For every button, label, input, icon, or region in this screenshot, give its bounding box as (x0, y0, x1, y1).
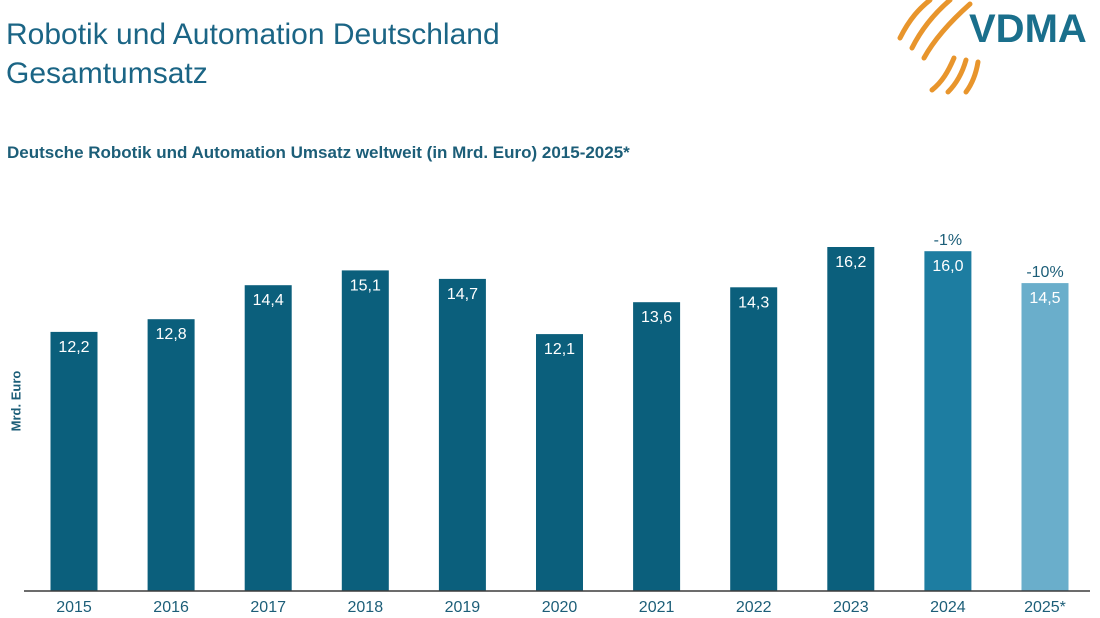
value-label-2019: 14,7 (447, 286, 478, 303)
tick-label-2023: 2023 (833, 599, 869, 616)
bar-2021 (633, 302, 681, 591)
value-label-2025: 14,5 (1029, 290, 1060, 307)
logo-text: VDMA (969, 7, 1087, 51)
bar-2015 (50, 331, 98, 591)
bar-2019 (438, 278, 486, 591)
value-label-2020: 12,1 (544, 341, 575, 358)
bar-2025 (1021, 283, 1069, 591)
value-label-2024: 16,0 (932, 258, 963, 275)
value-label-2015: 12,2 (58, 339, 89, 356)
tick-label-2019: 2019 (445, 599, 481, 616)
value-label-2021: 13,6 (641, 309, 672, 326)
annotation-2025: -10% (1026, 264, 1063, 281)
logo-swoosh-icon (897, 0, 981, 95)
tick-label-2017: 2017 (250, 599, 286, 616)
tick-label-2025: 2025* (1024, 599, 1066, 616)
tick-label-2024: 2024 (930, 599, 966, 616)
slide-title-line-1: Robotik und Automation Deutschland (6, 18, 500, 51)
tick-label-2018: 2018 (348, 599, 384, 616)
bar-2024 (924, 251, 972, 591)
bar-2023 (827, 247, 875, 591)
tick-label-2022: 2022 (736, 599, 772, 616)
bar-2020 (536, 334, 583, 591)
slide-title-line-2: Gesamtumsatz (6, 57, 208, 90)
slide-title: Robotik und Automation Deutschland Gesam… (6, 15, 500, 93)
value-label-2023: 16,2 (835, 254, 866, 271)
tick-label-2021: 2021 (639, 599, 675, 616)
chart-title: Deutsche Robotik und Automation Umsatz w… (7, 143, 630, 162)
bar-2022 (730, 287, 778, 591)
bar-2018 (341, 270, 389, 591)
value-label-2016: 12,8 (156, 326, 187, 343)
value-label-2022: 14,3 (738, 294, 769, 311)
bar-2016 (147, 319, 195, 591)
tick-label-2015: 2015 (56, 599, 92, 616)
value-label-2018: 15,1 (350, 277, 381, 294)
vdma-logo-icon: VDMA (897, 0, 1087, 95)
tick-label-2016: 2016 (153, 599, 189, 616)
tick-label-2020: 2020 (542, 599, 578, 616)
annotation-2024: -1% (934, 232, 962, 249)
bar-2017 (244, 285, 292, 591)
value-label-2017: 14,4 (253, 292, 284, 309)
